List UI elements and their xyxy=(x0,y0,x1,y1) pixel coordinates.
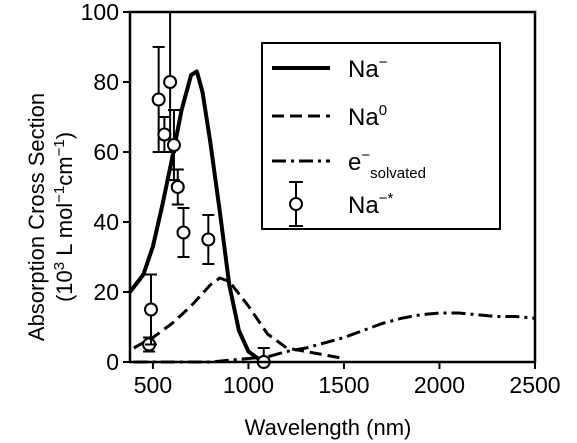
x-axis-label: Wavelength (nm) xyxy=(245,415,412,440)
legend-swatch-na-star xyxy=(289,181,303,227)
y-axis-label-line1: Absorption Cross Section xyxy=(24,93,49,341)
x-tick-label: 2500 xyxy=(509,372,560,398)
legend-box xyxy=(261,42,501,230)
y-tick-label: 100 xyxy=(81,0,119,25)
y-axis-label-line2: (103 L mol−1cm−1) xyxy=(51,132,77,302)
data-point-na-star xyxy=(201,214,216,265)
data-point-na-star xyxy=(176,207,191,258)
y-tick-label: 40 xyxy=(93,209,119,235)
data-point-na-star xyxy=(166,109,181,181)
legend-label-na-star: Na−* xyxy=(348,190,393,219)
plot-points xyxy=(142,11,271,369)
y-tick-label: 60 xyxy=(93,139,119,165)
y-tick-label: 0 xyxy=(106,349,119,375)
data-point-na-star xyxy=(163,11,178,153)
x-tick-label: 500 xyxy=(134,372,172,398)
plot-curves xyxy=(128,69,536,364)
data-point-na-star xyxy=(144,273,159,346)
legend-label-e-solvated: e−solvated xyxy=(348,147,426,182)
data-point-na-star xyxy=(170,168,185,206)
x-tick-label: 2000 xyxy=(414,372,465,398)
data-point-na-star xyxy=(256,347,271,369)
legend-label-na-minus: Na− xyxy=(348,54,388,83)
axis-ticks: 500 1000 1500 2000 2500 0 20 40 60 80 100 xyxy=(81,0,561,398)
y-tick-label: 80 xyxy=(93,69,119,95)
series-line-na-minus xyxy=(128,69,269,364)
plot-frame xyxy=(128,10,537,364)
series-line-na-zero xyxy=(133,276,345,360)
series-line-e-solvated xyxy=(133,311,536,364)
x-tick-label: 1000 xyxy=(223,372,274,398)
x-tick-label: 1500 xyxy=(318,372,369,398)
y-tick-label: 20 xyxy=(93,279,119,305)
legend-label-na-zero: Na0 xyxy=(348,102,387,131)
legend: Na− Na0 e−solvated Na−* xyxy=(261,42,501,230)
